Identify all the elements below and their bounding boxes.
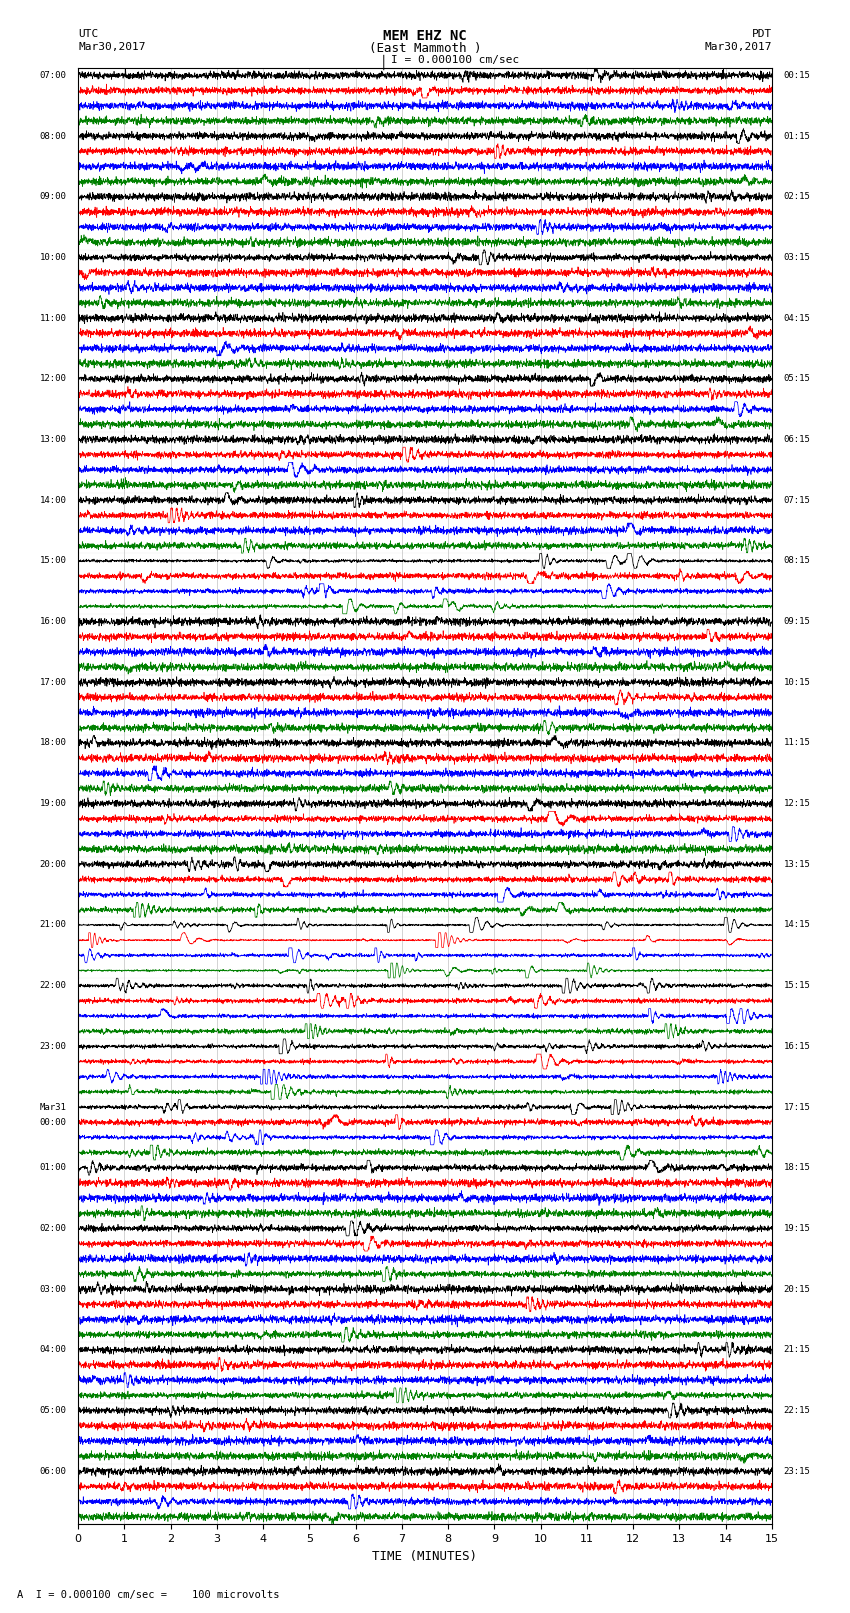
Text: 18:15: 18:15 — [784, 1163, 810, 1173]
Text: 03:00: 03:00 — [40, 1284, 66, 1294]
Text: 14:00: 14:00 — [40, 495, 66, 505]
Text: 23:00: 23:00 — [40, 1042, 66, 1050]
Text: 21:15: 21:15 — [784, 1345, 810, 1355]
Text: 00:15: 00:15 — [784, 71, 810, 79]
Text: 16:00: 16:00 — [40, 618, 66, 626]
X-axis label: TIME (MINUTES): TIME (MINUTES) — [372, 1550, 478, 1563]
Text: 02:15: 02:15 — [784, 192, 810, 202]
Text: Mar30,2017: Mar30,2017 — [705, 42, 772, 52]
Text: 08:00: 08:00 — [40, 132, 66, 140]
Text: 16:15: 16:15 — [784, 1042, 810, 1050]
Text: 11:15: 11:15 — [784, 739, 810, 747]
Text: 14:15: 14:15 — [784, 921, 810, 929]
Text: 05:00: 05:00 — [40, 1407, 66, 1415]
Text: 19:00: 19:00 — [40, 798, 66, 808]
Text: (East Mammoth ): (East Mammoth ) — [369, 42, 481, 55]
Text: 19:15: 19:15 — [784, 1224, 810, 1232]
Text: 07:00: 07:00 — [40, 71, 66, 79]
Text: A  I = 0.000100 cm/sec =    100 microvolts: A I = 0.000100 cm/sec = 100 microvolts — [17, 1590, 280, 1600]
Text: │: │ — [379, 55, 387, 71]
Text: 17:00: 17:00 — [40, 677, 66, 687]
Text: 12:00: 12:00 — [40, 374, 66, 384]
Text: 08:15: 08:15 — [784, 556, 810, 565]
Text: 13:15: 13:15 — [784, 860, 810, 869]
Text: MEM EHZ NC: MEM EHZ NC — [383, 29, 467, 44]
Text: 21:00: 21:00 — [40, 921, 66, 929]
Text: 18:00: 18:00 — [40, 739, 66, 747]
Text: 10:15: 10:15 — [784, 677, 810, 687]
Text: Mar31: Mar31 — [40, 1103, 66, 1111]
Text: 06:00: 06:00 — [40, 1466, 66, 1476]
Text: 17:15: 17:15 — [784, 1103, 810, 1111]
Text: 20:00: 20:00 — [40, 860, 66, 869]
Text: 22:15: 22:15 — [784, 1407, 810, 1415]
Text: 09:00: 09:00 — [40, 192, 66, 202]
Text: 01:15: 01:15 — [784, 132, 810, 140]
Text: 04:15: 04:15 — [784, 313, 810, 323]
Text: 20:15: 20:15 — [784, 1284, 810, 1294]
Text: 04:00: 04:00 — [40, 1345, 66, 1355]
Text: 23:15: 23:15 — [784, 1466, 810, 1476]
Text: 10:00: 10:00 — [40, 253, 66, 261]
Text: 01:00: 01:00 — [40, 1163, 66, 1173]
Text: 05:15: 05:15 — [784, 374, 810, 384]
Text: Mar30,2017: Mar30,2017 — [78, 42, 145, 52]
Text: 06:15: 06:15 — [784, 436, 810, 444]
Text: 12:15: 12:15 — [784, 798, 810, 808]
Text: 15:00: 15:00 — [40, 556, 66, 565]
Text: PDT: PDT — [751, 29, 772, 39]
Text: 02:00: 02:00 — [40, 1224, 66, 1232]
Text: 09:15: 09:15 — [784, 618, 810, 626]
Text: UTC: UTC — [78, 29, 99, 39]
Text: 03:15: 03:15 — [784, 253, 810, 261]
Text: 22:00: 22:00 — [40, 981, 66, 990]
Text: I = 0.000100 cm/sec: I = 0.000100 cm/sec — [391, 55, 519, 65]
Text: 07:15: 07:15 — [784, 495, 810, 505]
Text: 13:00: 13:00 — [40, 436, 66, 444]
Text: 00:00: 00:00 — [40, 1118, 66, 1127]
Text: 15:15: 15:15 — [784, 981, 810, 990]
Text: 11:00: 11:00 — [40, 313, 66, 323]
